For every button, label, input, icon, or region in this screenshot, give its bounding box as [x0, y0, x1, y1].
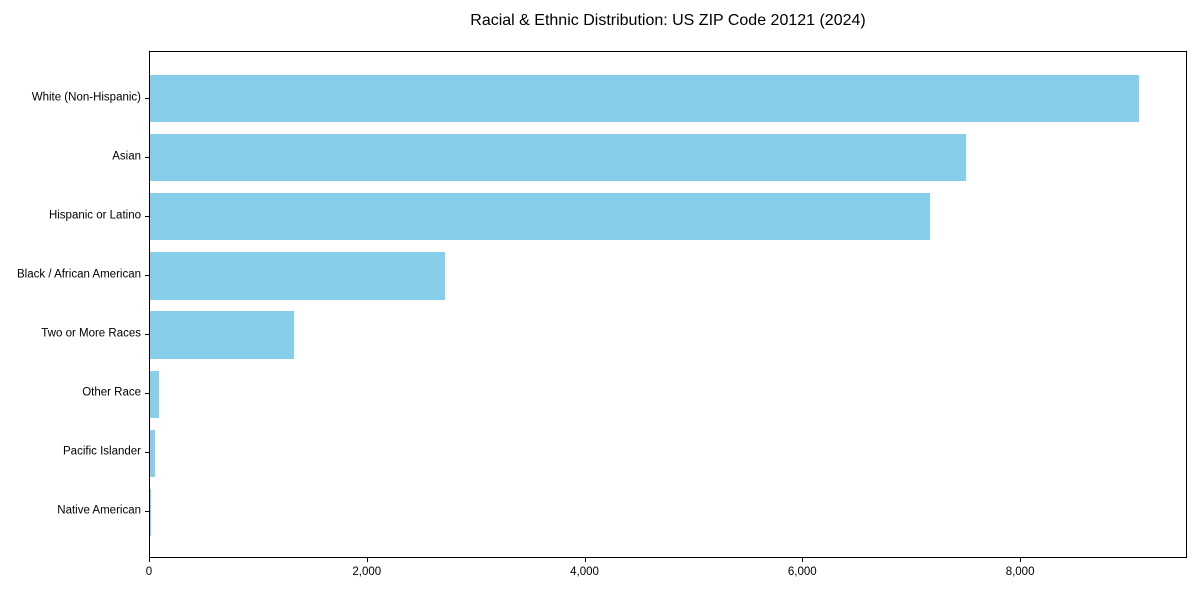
bar-white-non-hispanic — [150, 75, 1139, 123]
bar-hispanic-or-latino — [150, 193, 930, 241]
y-axis-tick — [145, 97, 149, 99]
x-axis-label: 8,000 — [1005, 566, 1035, 578]
x-axis-tick — [1020, 558, 1022, 562]
y-axis-label: Other Race — [82, 386, 141, 399]
y-axis-tick — [145, 511, 149, 513]
x-axis-label: 0 — [145, 566, 153, 578]
x-axis-tick — [366, 558, 368, 562]
y-axis-label: Black / African American — [17, 268, 141, 281]
x-axis-label: 6,000 — [787, 566, 817, 578]
y-axis-tick — [145, 334, 149, 336]
y-axis-tick — [145, 156, 149, 158]
y-axis-tick — [145, 393, 149, 395]
bar-two-or-more-races — [150, 311, 295, 359]
y-axis-label: Two or More Races — [41, 327, 141, 340]
y-axis-tick — [145, 274, 149, 276]
plot-area — [149, 51, 1187, 558]
bar-asian — [150, 134, 966, 182]
y-axis-label: White (Non-Hispanic) — [31, 90, 141, 103]
y-axis-tick — [145, 452, 149, 454]
y-axis-label: Hispanic or Latino — [48, 209, 141, 222]
x-axis-label: 4,000 — [570, 566, 599, 578]
x-axis-tick — [584, 558, 586, 562]
bar-pacific-islander — [150, 429, 155, 477]
bar-native-american — [150, 488, 152, 536]
y-axis-tick — [145, 215, 149, 217]
y-axis-label: Native American — [57, 504, 141, 517]
x-axis-tick — [149, 558, 150, 562]
bar-black-african-american — [150, 252, 446, 300]
y-axis-label: Pacific Islander — [63, 445, 141, 458]
chart-title: Racial & Ethnic Distribution: US ZIP Cod… — [470, 12, 866, 29]
y-axis-label: Asian — [112, 150, 141, 163]
x-axis-tick — [802, 558, 804, 562]
bar-other-race — [150, 370, 160, 418]
x-axis-label: 2,000 — [352, 566, 382, 578]
